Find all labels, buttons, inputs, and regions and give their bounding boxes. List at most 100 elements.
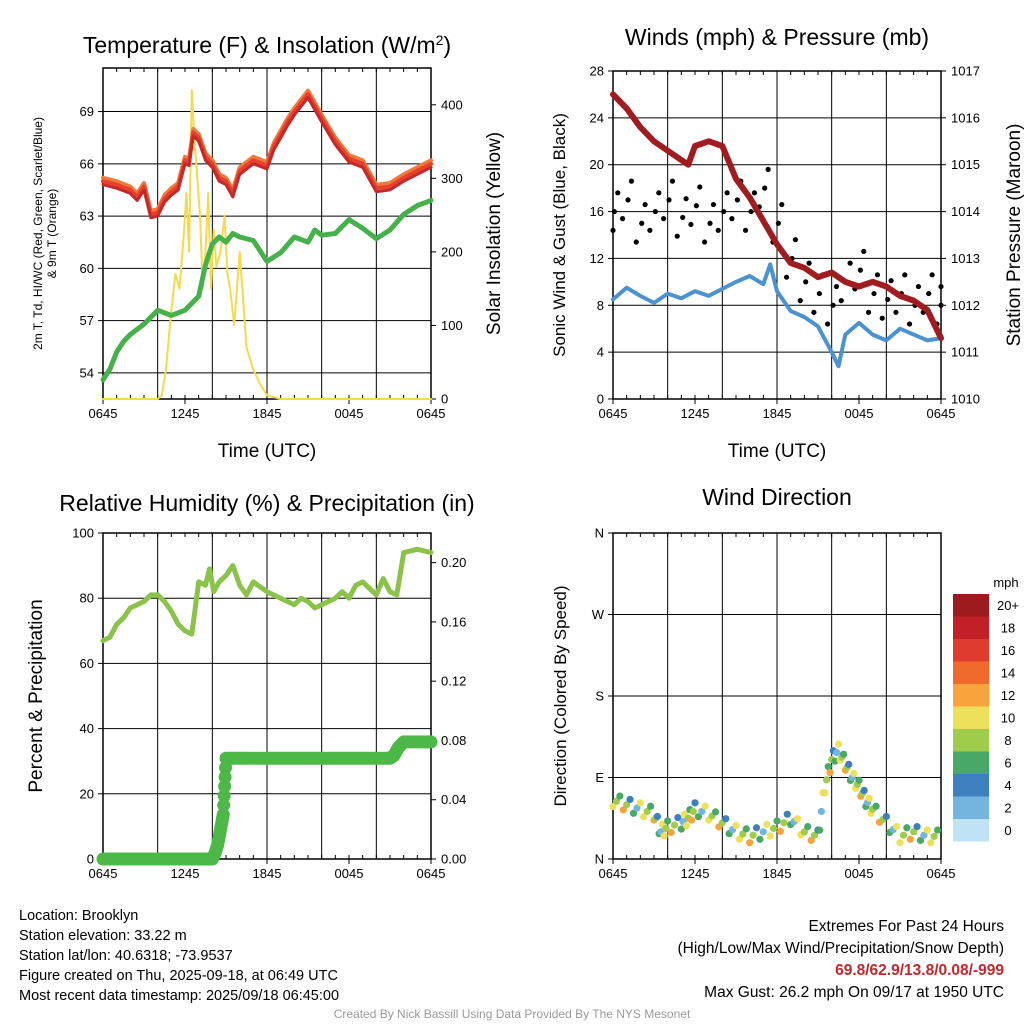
direction-point — [735, 835, 744, 843]
gust-point — [724, 190, 730, 196]
y2-tick-label: 0.20 — [441, 555, 466, 570]
y-tick-label: 4 — [597, 345, 604, 360]
colorbar-swatch — [953, 774, 989, 797]
direction-point — [800, 828, 808, 836]
y-tick-label: 100 — [72, 526, 94, 541]
gust-point — [619, 216, 626, 222]
gust-point — [680, 214, 686, 221]
direction-point — [855, 776, 863, 784]
extremes-values: 69.8/62.9/13.8/0.08/-999 — [835, 962, 1004, 979]
direction-point — [612, 797, 621, 805]
y2-tick-label: 0.12 — [441, 674, 466, 689]
x-tick-label: 0645 — [927, 406, 956, 421]
colorbar-label: 12 — [1001, 688, 1015, 703]
direction-point — [850, 769, 858, 778]
colorbar-unit: mph — [993, 575, 1018, 590]
direction-point — [860, 786, 868, 795]
direction-point — [833, 748, 841, 757]
y2-tick-label: 0.00 — [441, 852, 466, 867]
temp-line-2 — [101, 92, 433, 217]
direction-point — [646, 802, 655, 810]
colorbar-swatch — [953, 639, 989, 662]
direction-point — [865, 794, 873, 802]
gust-point — [811, 309, 817, 315]
gust-point — [938, 302, 944, 308]
direction-point — [694, 813, 703, 821]
gust-point — [926, 290, 932, 297]
gust-point — [666, 197, 672, 203]
chart-title: Temperature (F) & Insolation (W/m2) — [83, 32, 451, 58]
y-tick-label: S — [595, 689, 604, 704]
y2-tick-label: 100 — [441, 318, 463, 333]
y2-tick-label: 1017 — [951, 64, 980, 79]
gust-point — [902, 272, 908, 278]
gust-point — [865, 309, 872, 315]
gust-point — [885, 296, 891, 303]
chart-title: Winds (mph) & Pressure (mb) — [625, 24, 929, 50]
dewpoint-line — [100, 197, 434, 383]
colorbar-swatch — [953, 594, 989, 617]
direction-point — [810, 831, 819, 839]
pressure-line — [610, 91, 944, 342]
chart-title: Relative Humidity (%) & Precipitation (i… — [59, 490, 474, 516]
x-tick-label: 0645 — [927, 866, 956, 881]
x-tick-label: 1845 — [763, 406, 792, 421]
gust-point — [625, 197, 631, 203]
temp-2m-line — [101, 96, 433, 220]
direction-point — [732, 821, 740, 830]
x-tick-label: 1245 — [681, 406, 710, 421]
gust-point — [633, 239, 639, 245]
extremes-legend: (High/Low/Max Wind/Precipitation/Snow De… — [677, 940, 1005, 957]
direction-point — [746, 839, 754, 847]
station-info: Location: Brooklyn Station elevation: 33… — [19, 906, 339, 1006]
gust-point — [861, 248, 867, 254]
credit-line: Created By Nick Bassill Using Data Provi… — [333, 1007, 691, 1021]
x-tick-label: 0645 — [417, 866, 446, 881]
precip-point — [217, 789, 231, 803]
direction-point — [824, 763, 832, 771]
gust-point — [783, 274, 790, 280]
direction-point — [722, 815, 730, 823]
y-axis-label: Percent & Precipitation — [26, 599, 47, 792]
direction-point — [773, 817, 781, 825]
figure-created: Figure created on Thu, 2025-09-18, at 06… — [19, 968, 338, 984]
y2-tick-label: 0 — [441, 392, 448, 407]
gust-point — [639, 220, 645, 226]
y-tick-label: N — [595, 526, 604, 541]
y2-tick-label: 1016 — [951, 110, 980, 125]
gust-point — [729, 216, 735, 222]
direction-point — [749, 831, 757, 839]
colorbar-swatch — [953, 706, 989, 729]
gust-point — [748, 208, 754, 215]
direction-point — [691, 799, 699, 807]
insolation-line — [102, 89, 432, 400]
y2-tick-label: 1010 — [951, 392, 980, 407]
gust-point — [615, 190, 621, 196]
gust-point — [701, 239, 708, 245]
direction-point — [619, 806, 627, 814]
y-tick-label: 57 — [80, 313, 94, 328]
precip-point — [218, 770, 232, 784]
colorbar-label: 2 — [1004, 801, 1011, 816]
direction-point — [892, 823, 901, 831]
x-tick-label: 0045 — [335, 406, 364, 421]
x-tick-label: 1245 — [681, 866, 710, 881]
direction-point — [899, 831, 908, 839]
gust-point — [792, 237, 799, 243]
y2-axis-label: Solar Insolation (Yellow) — [484, 132, 505, 335]
y-tick-label: 8 — [597, 298, 604, 313]
direction-point — [793, 815, 802, 823]
precip-point — [217, 798, 231, 812]
gust-point — [715, 227, 721, 233]
direction-point — [845, 760, 853, 768]
precip-point — [424, 735, 438, 749]
gust-point — [751, 190, 758, 196]
y-tick-label: 0 — [87, 852, 94, 867]
y2-tick-label: 200 — [441, 244, 463, 259]
direction-point — [872, 802, 880, 810]
direction-point — [711, 808, 720, 816]
gust-point — [697, 184, 703, 190]
y-tick-label: 12 — [590, 251, 604, 266]
station-location: Location: Brooklyn — [19, 908, 139, 924]
gust-point — [610, 227, 616, 233]
